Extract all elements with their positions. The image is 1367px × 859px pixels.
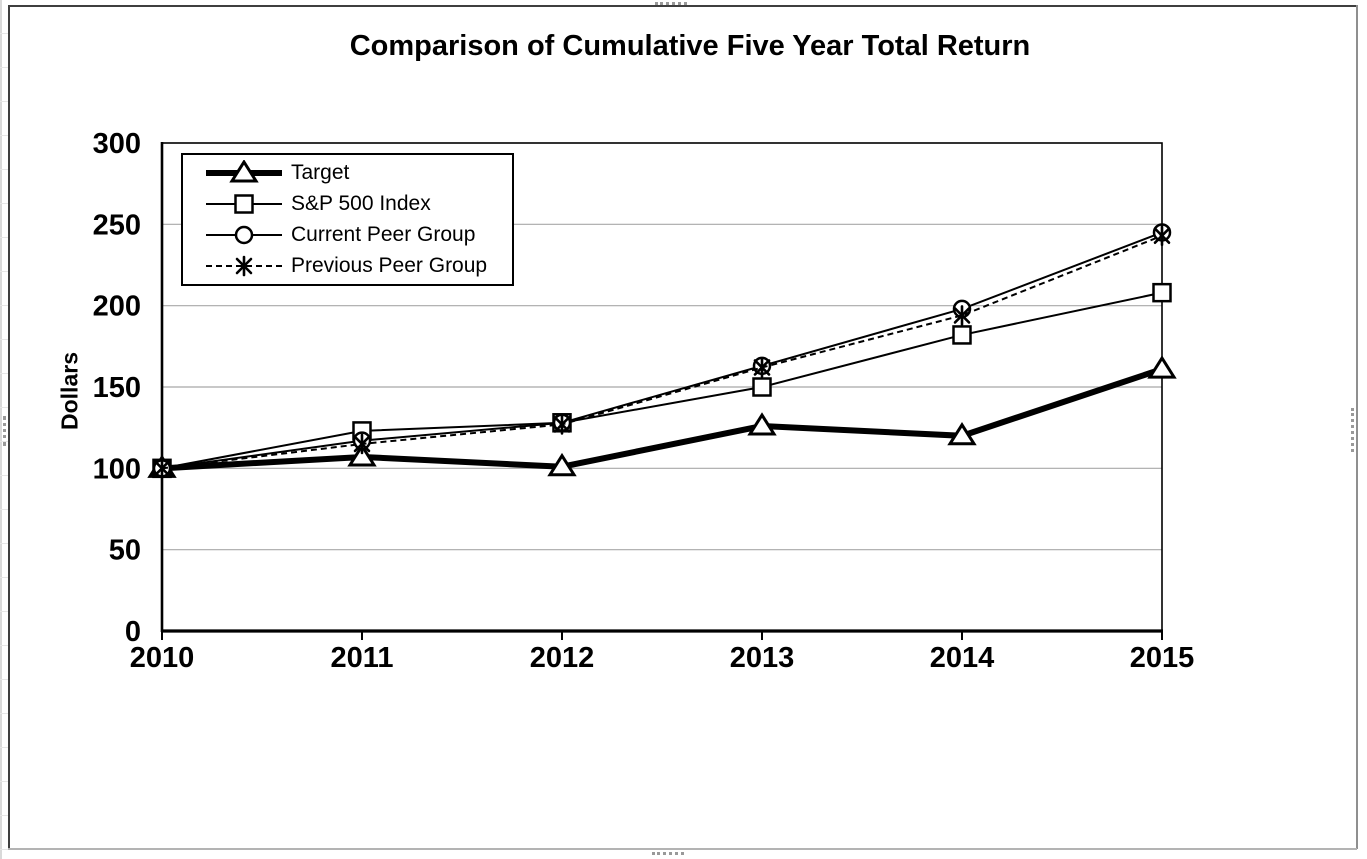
- series-line: [161, 234, 1163, 470]
- asterisk-marker-icon: [206, 256, 282, 277]
- y-tick-label: 100: [93, 453, 141, 485]
- legend-item: Target: [205, 157, 512, 188]
- triangle-marker-icon: [206, 159, 282, 183]
- page-border-right: [1356, 5, 1358, 849]
- x-tick-label: 2011: [331, 642, 394, 674]
- y-tick-label: 0: [125, 616, 141, 648]
- x-tick-label: 2013: [730, 642, 795, 674]
- legend-label: Current Peer Group: [291, 223, 476, 247]
- y-tick-label: 300: [93, 128, 141, 160]
- series-line: [161, 366, 1163, 472]
- chart-legend: Target S&P 500 Index Current Peer Group Pre…: [181, 153, 514, 286]
- scan-mark-bottom: [652, 852, 684, 855]
- x-tick-label: 2012: [530, 642, 595, 674]
- page-border-left: [8, 5, 10, 849]
- scan-mark-right: [1351, 408, 1354, 452]
- y-tick-label: 200: [93, 291, 141, 323]
- legend-item: Previous Peer Group: [205, 251, 512, 282]
- scan-mark-top: [655, 2, 687, 5]
- x-tick-label: 2015: [1130, 642, 1195, 674]
- legend-item: S&P 500 Index: [205, 188, 512, 219]
- series-line: [161, 231, 1163, 470]
- chart-title: Comparison of Cumulative Five Year Total…: [349, 30, 1031, 62]
- series-markers: [153, 225, 1171, 479]
- page-border-bottom: [8, 848, 1357, 850]
- page-border-top: [8, 5, 1357, 7]
- y-tick-label: 150: [93, 372, 141, 404]
- scan-mark-left: [3, 416, 6, 446]
- square-marker-icon: [206, 194, 282, 214]
- legend-label: Previous Peer Group: [291, 254, 488, 278]
- series-line: [161, 291, 1163, 470]
- legend-label: Target: [291, 160, 350, 184]
- y-tick-label: 50: [109, 535, 141, 567]
- circle-marker-icon: [206, 225, 282, 245]
- x-tick-label: 2014: [930, 642, 995, 674]
- legend-label: S&P 500 Index: [291, 191, 431, 215]
- y-tick-label: 250: [93, 209, 141, 241]
- x-tick-label: 2010: [130, 642, 195, 674]
- legend-item: Current Peer Group: [205, 220, 512, 251]
